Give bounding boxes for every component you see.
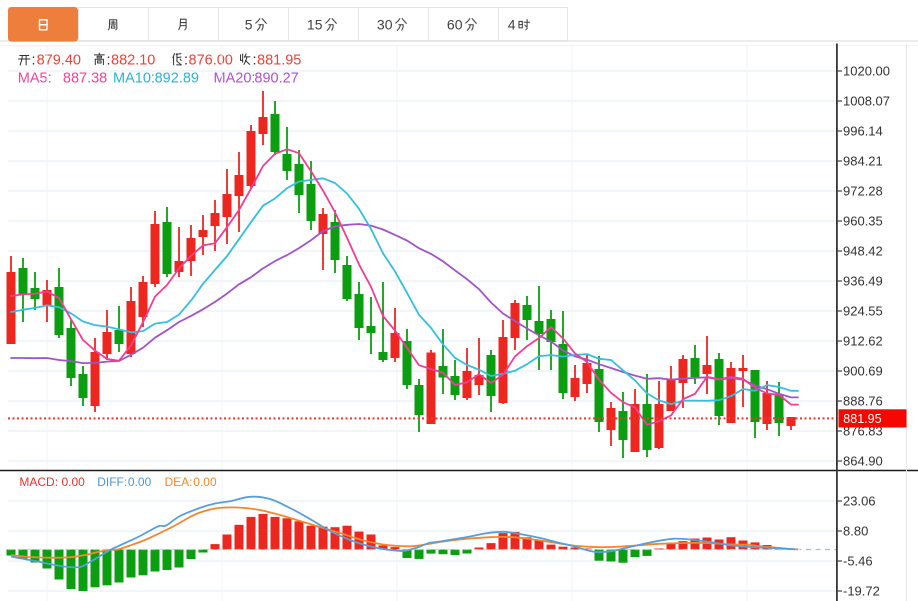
svg-text:876.00: 876.00 xyxy=(189,53,233,69)
svg-text:864.90: 864.90 xyxy=(843,454,883,469)
svg-text:936.49: 936.49 xyxy=(843,274,883,289)
svg-text:924.55: 924.55 xyxy=(843,304,883,319)
svg-text:8.80: 8.80 xyxy=(843,524,868,539)
svg-text:972.28: 972.28 xyxy=(843,184,883,199)
svg-text:0.00: 0.00 xyxy=(62,475,86,489)
svg-text:MA10:: MA10: xyxy=(113,71,155,87)
svg-text:4: 4 xyxy=(508,17,516,33)
svg-text:881.95: 881.95 xyxy=(257,53,301,69)
svg-text:60: 60 xyxy=(447,17,463,33)
svg-text:890.27: 890.27 xyxy=(254,71,298,87)
svg-text:892.89: 892.89 xyxy=(155,71,199,87)
svg-text:996.14: 996.14 xyxy=(843,124,883,139)
svg-text:-5.46: -5.46 xyxy=(843,554,873,569)
svg-text:MACD:: MACD: xyxy=(19,475,58,489)
svg-text:912.62: 912.62 xyxy=(843,334,883,349)
svg-text:DEA:: DEA: xyxy=(165,475,193,489)
svg-text:-19.72: -19.72 xyxy=(843,584,880,599)
svg-text:881.95: 881.95 xyxy=(843,412,881,426)
svg-text:MA20:: MA20: xyxy=(214,71,256,87)
svg-text:960.35: 960.35 xyxy=(843,214,883,229)
svg-text::: : xyxy=(32,53,36,69)
svg-text:5: 5 xyxy=(245,17,253,33)
svg-text::: : xyxy=(184,53,188,69)
svg-text:MA5:: MA5: xyxy=(18,71,52,87)
svg-text:984.21: 984.21 xyxy=(843,154,883,169)
svg-text:0.00: 0.00 xyxy=(128,475,152,489)
svg-text:888.76: 888.76 xyxy=(843,394,883,409)
svg-text:879.40: 879.40 xyxy=(37,53,81,69)
svg-text:30: 30 xyxy=(377,17,393,33)
svg-text:15: 15 xyxy=(307,17,323,33)
svg-text:23.06: 23.06 xyxy=(843,494,876,509)
svg-text::: : xyxy=(107,53,111,69)
svg-text:900.69: 900.69 xyxy=(843,364,883,379)
svg-text:1020.00: 1020.00 xyxy=(843,64,890,79)
svg-text:0.00: 0.00 xyxy=(193,475,217,489)
svg-text:DIFF:: DIFF: xyxy=(97,475,127,489)
svg-text:1008.07: 1008.07 xyxy=(843,94,890,109)
svg-text:948.42: 948.42 xyxy=(843,244,883,259)
svg-text::: : xyxy=(253,53,257,69)
svg-text:882.10: 882.10 xyxy=(111,53,155,69)
svg-text:887.38: 887.38 xyxy=(63,71,107,87)
